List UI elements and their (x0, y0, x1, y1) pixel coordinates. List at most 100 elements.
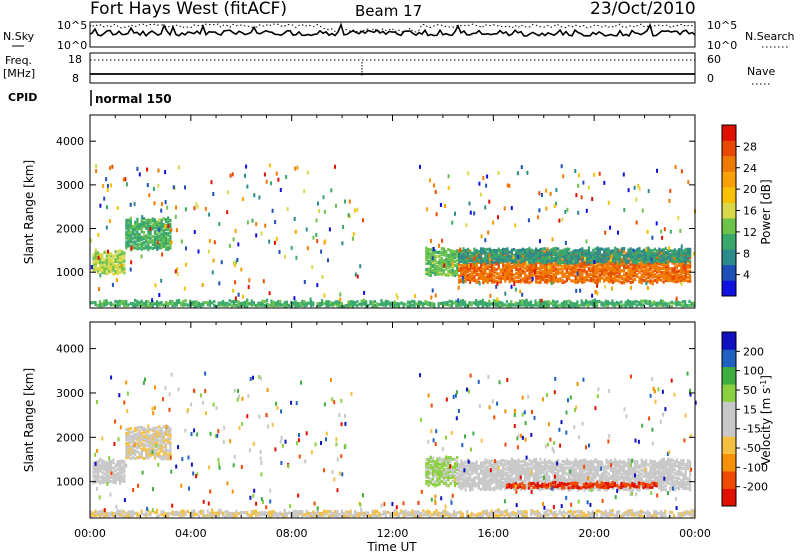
power-cell (175, 205, 177, 210)
velocity-cell (107, 470, 111, 474)
power-cell (438, 272, 441, 276)
power-cell (111, 164, 114, 169)
power-cell (112, 268, 115, 272)
velocity-cell (587, 464, 590, 468)
power-cell (607, 260, 610, 264)
power-cell (631, 260, 634, 264)
power-cell (259, 301, 262, 305)
power-cell (488, 247, 491, 251)
power-cell (464, 279, 467, 283)
velocity-cell (477, 472, 480, 476)
velocity-cell (581, 459, 584, 463)
power-cell (114, 264, 117, 268)
velocity-cell (504, 473, 507, 477)
power-cell (570, 255, 573, 259)
power-cell (525, 300, 528, 304)
power-cell (515, 255, 518, 259)
power-cell (133, 202, 136, 207)
power-cell (603, 180, 606, 185)
power-cell (655, 221, 658, 226)
power-cell (558, 218, 561, 223)
power-cell (568, 273, 571, 277)
power-cell (484, 258, 487, 262)
power-cell (129, 224, 132, 228)
power-cell (539, 274, 542, 278)
power-cell (561, 273, 564, 277)
power-cell (158, 230, 161, 234)
power-cell (637, 302, 640, 307)
power-cell (590, 253, 593, 257)
velocity-cell (594, 486, 597, 490)
velocity-cell (469, 468, 472, 472)
velocity-cell (482, 481, 485, 485)
power-cell (285, 175, 288, 179)
power-cell (532, 251, 535, 255)
power-cell (493, 280, 496, 284)
power-cell (140, 301, 143, 305)
power-cell (579, 267, 582, 271)
velocity-cell (546, 462, 549, 466)
power-cell (594, 278, 597, 282)
power-cell (682, 257, 685, 261)
velocity-cell (440, 464, 443, 468)
velocity-cell (473, 482, 476, 486)
power-cell (591, 293, 594, 298)
power-cell (647, 264, 650, 268)
power-cell (451, 273, 454, 277)
power-cell (629, 249, 632, 253)
power-cell (477, 302, 480, 306)
power-cell (369, 300, 372, 304)
power-cell (316, 302, 319, 306)
power-cell (648, 301, 651, 306)
power-cell (678, 256, 681, 260)
power-cell (116, 260, 119, 264)
power-cell (528, 267, 531, 271)
power-cell (538, 302, 541, 306)
velocity-cell (488, 473, 491, 478)
velocity-cell (570, 483, 573, 487)
power-cell (486, 265, 489, 269)
power-cell (156, 226, 159, 230)
power-cell (539, 259, 542, 263)
power-cell (427, 251, 430, 255)
velocity-cell (462, 481, 465, 485)
power-cell (241, 303, 244, 307)
velocity-cell (149, 442, 152, 446)
velocity-cell (460, 487, 463, 491)
power-cell (121, 258, 124, 262)
power-cell (431, 270, 435, 274)
power-cell (673, 260, 676, 264)
power-cell (604, 301, 607, 305)
velocity-cell (451, 479, 454, 483)
power-cell (592, 269, 595, 273)
power-cell (142, 223, 146, 227)
velocity-cell (134, 448, 137, 452)
power-cell (257, 303, 260, 307)
power-cell (299, 303, 302, 307)
power-cell (524, 260, 527, 264)
power-cell (460, 254, 463, 258)
velocity-cell (524, 471, 527, 475)
power-cell (426, 302, 429, 307)
power-cell (554, 267, 557, 271)
velocity-cell (156, 430, 159, 434)
velocity-cell (103, 460, 106, 464)
power-cell (491, 257, 494, 261)
velocity-cell (147, 442, 150, 446)
power-cell (514, 223, 517, 228)
velocity-cell (541, 460, 544, 465)
velocity-cell (101, 465, 104, 469)
power-cell (519, 289, 522, 294)
velocity-cell (495, 484, 498, 488)
power-cell (546, 279, 549, 283)
velocity-cell (530, 468, 533, 472)
power-cell (669, 271, 672, 275)
power-scatter (90, 163, 696, 308)
power-cell (552, 247, 555, 251)
velocity-cell (480, 469, 483, 473)
power-cell (587, 304, 590, 308)
power-cell (592, 248, 595, 252)
power-cell (614, 277, 617, 281)
velocity-cell (125, 452, 128, 456)
power-cell (598, 247, 601, 251)
